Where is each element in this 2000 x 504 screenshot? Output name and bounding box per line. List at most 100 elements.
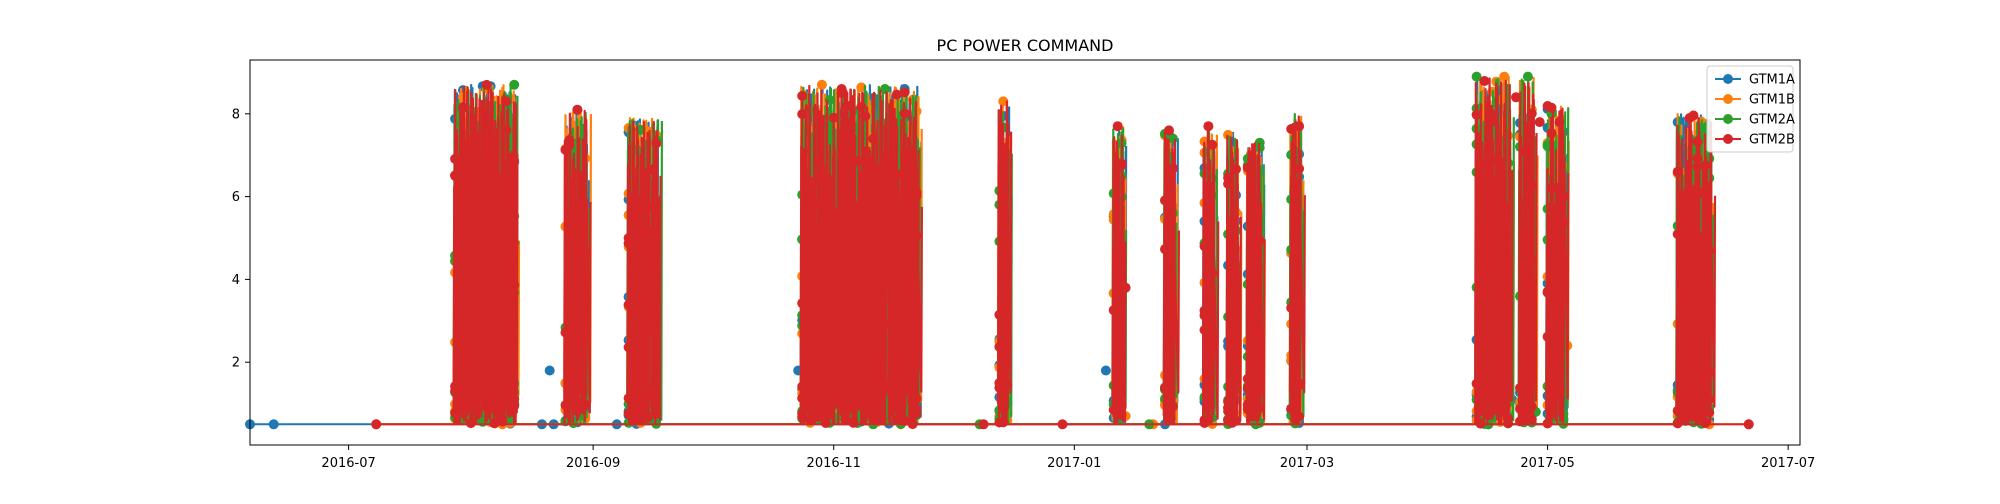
series-marker <box>635 346 646 357</box>
series-gtm2b-burst-4 <box>997 100 1013 425</box>
series-marker <box>809 398 819 409</box>
series-marker <box>1002 379 1013 390</box>
series-marker <box>580 247 591 258</box>
series-gtm2b-burst-11 <box>1474 77 1514 426</box>
series-marker <box>458 383 468 394</box>
series-marker <box>899 195 910 206</box>
series-marker <box>1704 245 1715 256</box>
series-marker <box>832 228 843 239</box>
series-marker <box>1475 260 1486 271</box>
series-marker <box>880 319 890 330</box>
legend-label-gtm2a: GTM2A <box>1749 113 1795 128</box>
series-marker <box>1160 244 1170 255</box>
series-marker <box>872 389 883 400</box>
series-marker <box>505 172 516 183</box>
series-marker <box>651 299 662 310</box>
series-marker <box>651 365 662 376</box>
series-marker <box>1483 233 1494 244</box>
data-point-gtm1a <box>544 365 555 376</box>
legend-label-gtm1a: GTM1A <box>1749 73 1795 88</box>
series-marker <box>840 414 851 425</box>
series-marker <box>797 298 808 309</box>
series-marker <box>903 382 914 393</box>
series-marker <box>1231 319 1241 329</box>
series-marker <box>994 309 1005 320</box>
series-marker <box>639 336 650 347</box>
series-gtm2b-burst-3 <box>799 84 923 426</box>
series-marker <box>497 401 508 412</box>
data-point-gtm2b <box>1112 121 1123 132</box>
plot-area <box>245 71 1754 430</box>
series-marker <box>1475 387 1486 398</box>
series-marker <box>797 90 808 101</box>
series-marker <box>1471 378 1482 389</box>
series-marker <box>1554 391 1565 402</box>
series-marker <box>469 303 480 314</box>
x-tick-label: 2016-07 <box>321 456 375 471</box>
series-marker <box>1503 261 1514 272</box>
series-marker <box>493 296 504 307</box>
series-marker <box>1672 405 1683 416</box>
series-marker <box>1515 416 1525 427</box>
series-marker <box>1491 197 1502 208</box>
x-axis: 2016-07 2016-09 2016-11 2017-01 2017-03 2017-… <box>321 445 1815 471</box>
data-point-gtm2a <box>880 84 890 94</box>
series-marker <box>1558 217 1569 228</box>
series-marker <box>876 415 886 425</box>
series-gtm2b-burst-9 <box>1245 142 1266 424</box>
series-marker <box>1700 417 1711 428</box>
series-marker <box>1290 239 1301 249</box>
series-marker <box>458 184 468 195</box>
series-marker <box>1164 252 1174 263</box>
series-marker <box>1242 373 1253 384</box>
data-point-gtm2b <box>1684 113 1695 123</box>
series-marker <box>1704 367 1715 378</box>
series-marker <box>1546 235 1557 246</box>
series-marker <box>505 379 516 389</box>
series-marker <box>1223 172 1234 183</box>
data-point-gtm2b <box>978 419 989 430</box>
data-point-gtm2b <box>371 419 382 430</box>
series-marker <box>576 225 587 236</box>
series-marker <box>1203 399 1214 410</box>
series-marker <box>489 133 500 144</box>
series-marker <box>639 255 650 266</box>
series-marker <box>1223 396 1234 407</box>
series-marker <box>836 250 847 261</box>
series-marker <box>623 393 634 404</box>
series-gtm2b-burst-8 <box>1225 134 1242 420</box>
series-marker <box>450 153 461 164</box>
series-marker <box>1294 380 1305 391</box>
series-marker <box>450 385 461 396</box>
series-marker <box>564 135 575 145</box>
series-marker <box>895 307 906 318</box>
series-marker <box>1160 195 1170 206</box>
series-marker <box>911 361 922 372</box>
x-tick-label: 2017-07 <box>1761 456 1815 471</box>
series-marker <box>580 399 591 410</box>
data-point-gtm2b <box>1554 117 1565 128</box>
series-marker <box>852 156 863 166</box>
series-marker <box>816 400 827 411</box>
series-marker <box>899 108 910 119</box>
series-marker <box>844 101 855 111</box>
series-marker <box>824 326 835 337</box>
series-marker <box>1676 290 1687 301</box>
chart-title: PC POWER COMMAND <box>937 36 1114 55</box>
series-marker <box>836 148 847 159</box>
series-marker <box>812 156 823 167</box>
series-marker <box>1254 402 1265 413</box>
series-marker <box>1554 379 1565 390</box>
series-gtm2b <box>371 76 1754 430</box>
series-marker <box>450 170 461 181</box>
series-marker <box>1704 287 1715 298</box>
series-marker <box>623 342 634 353</box>
series-marker <box>1475 418 1486 429</box>
series-marker <box>489 262 500 273</box>
series-marker <box>1471 109 1482 120</box>
series-marker <box>903 267 914 278</box>
x-tick-label: 2017-03 <box>1280 456 1334 471</box>
series-marker <box>485 380 496 391</box>
series-marker <box>891 89 902 100</box>
